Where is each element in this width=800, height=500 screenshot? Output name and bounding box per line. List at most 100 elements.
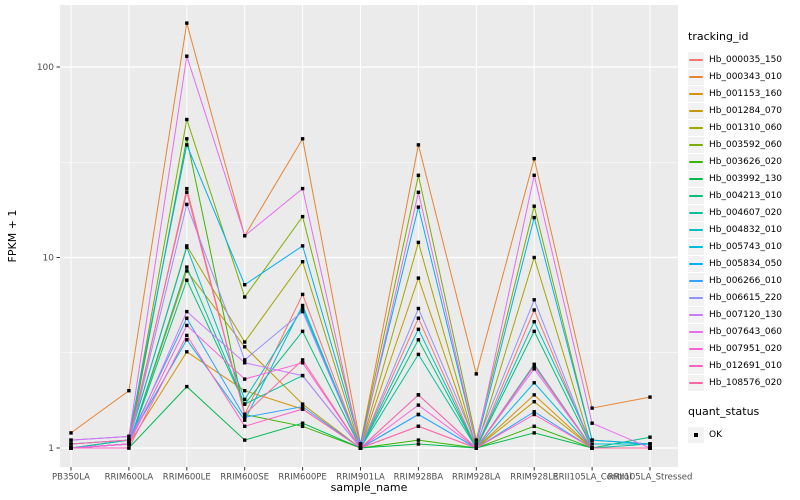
line-key-icon	[688, 137, 704, 153]
data-point	[243, 234, 247, 238]
data-point	[185, 202, 189, 207]
x-tick-label: RRIM600LE	[163, 473, 211, 483]
x-tick-label: RRIM928BA	[394, 473, 444, 483]
data-point	[416, 240, 421, 245]
legend-entry: Hb_006615_220	[688, 290, 798, 306]
data-point	[185, 278, 189, 282]
data-point	[185, 265, 189, 269]
data-point	[300, 361, 305, 365]
data-point	[243, 402, 247, 406]
data-point	[185, 269, 189, 273]
data-point	[532, 157, 536, 161]
data-point	[416, 306, 421, 311]
data-point	[532, 410, 536, 414]
line-key-icon	[688, 120, 704, 136]
data-point	[127, 434, 131, 439]
data-point	[300, 303, 305, 308]
legend-entry-label: Hb_005834_050	[709, 259, 783, 269]
line-key-icon	[688, 103, 704, 119]
legend-entry-label: Hb_003626_020	[709, 157, 783, 167]
data-point	[532, 364, 536, 368]
legend: tracking_id Hb_000035_150 Hb_000343_010 Hb…	[688, 30, 798, 444]
legend-entry: Hb_004213_010	[688, 188, 798, 204]
legend-entry: Hb_006266_010	[688, 273, 798, 289]
data-point	[185, 333, 189, 338]
line-key-icon	[688, 52, 704, 68]
data-point	[185, 190, 189, 194]
data-point	[300, 186, 305, 191]
data-point	[532, 367, 536, 371]
data-point	[416, 338, 421, 342]
x-tick-label: RRIM928LA	[452, 473, 501, 483]
legend-entry: Hb_001310_060	[688, 120, 798, 136]
data-point	[243, 397, 247, 402]
x-tick-label: PB350LA	[52, 473, 90, 483]
legend-entry: Hb_004607_020	[688, 205, 798, 221]
data-point	[532, 393, 536, 397]
quant-status-legend: quant_status OK	[688, 405, 798, 443]
legend-entry: Hb_005743_010	[688, 239, 798, 255]
quant-status-title: quant_status	[688, 405, 760, 418]
line-key-icon	[688, 273, 704, 289]
data-point	[358, 442, 363, 446]
legend-entry-label: Hb_000343_010	[709, 72, 783, 82]
data-point	[127, 438, 131, 442]
legend-entry: Hb_003992_130	[688, 171, 798, 187]
x-tick-label: RRII105LA_Stressed	[608, 473, 693, 483]
legend-entry: Hb_007951_020	[688, 341, 798, 357]
data-point	[416, 327, 421, 331]
line-key-icon	[688, 358, 704, 374]
data-point	[300, 309, 305, 314]
line-key-icon	[688, 307, 704, 323]
legend-entry-label: Hb_005743_010	[709, 242, 783, 252]
legend-entry-label: Hb_006615_220	[709, 293, 783, 303]
legend-entry-label: Hb_001153_160	[709, 89, 783, 99]
data-point	[416, 190, 421, 194]
legend-entry-label: Hb_000035_150	[709, 55, 783, 65]
data-point	[300, 306, 305, 311]
line-key-icon	[688, 222, 704, 238]
data-point	[243, 412, 247, 417]
data-point	[300, 402, 305, 406]
data-point	[590, 421, 594, 425]
data-point	[648, 435, 652, 439]
legend-entry-label: Hb_004607_020	[709, 208, 783, 218]
data-point	[590, 446, 594, 450]
data-point	[300, 407, 305, 411]
data-point	[185, 245, 189, 250]
legend-entry-label: Hb_007120_130	[709, 310, 783, 320]
legend-entry-label: Hb_001310_060	[709, 123, 783, 133]
legend-entry: Hb_007643_060	[688, 324, 798, 340]
data-point	[300, 424, 305, 428]
data-point	[416, 438, 421, 442]
data-point	[300, 244, 305, 248]
legend-entry: OK	[688, 427, 798, 443]
line-key-icon	[688, 256, 704, 272]
data-point	[532, 173, 536, 177]
data-point	[185, 137, 189, 141]
data-point	[127, 389, 131, 393]
legend-entry: Hb_000035_150	[688, 52, 798, 68]
data-point	[185, 54, 189, 58]
data-point	[300, 329, 305, 333]
legend-entry: Hb_001153_160	[688, 86, 798, 102]
data-point	[243, 340, 247, 344]
line-key-icon	[688, 239, 704, 255]
line-key-icon	[688, 341, 704, 357]
data-point	[300, 292, 305, 297]
y-tick-label: 10	[43, 254, 55, 264]
data-point	[532, 204, 536, 208]
data-point	[243, 345, 247, 349]
data-point	[300, 358, 305, 362]
data-point	[185, 316, 189, 320]
data-point	[300, 373, 305, 378]
legend-entry-label: Hb_007643_060	[709, 327, 783, 337]
data-point	[300, 260, 305, 264]
data-point	[416, 352, 421, 357]
data-point	[532, 255, 536, 260]
legend-entry: Hb_108576_020	[688, 375, 798, 391]
legend-entry: Hb_001284_070	[688, 103, 798, 119]
data-point	[590, 442, 594, 446]
